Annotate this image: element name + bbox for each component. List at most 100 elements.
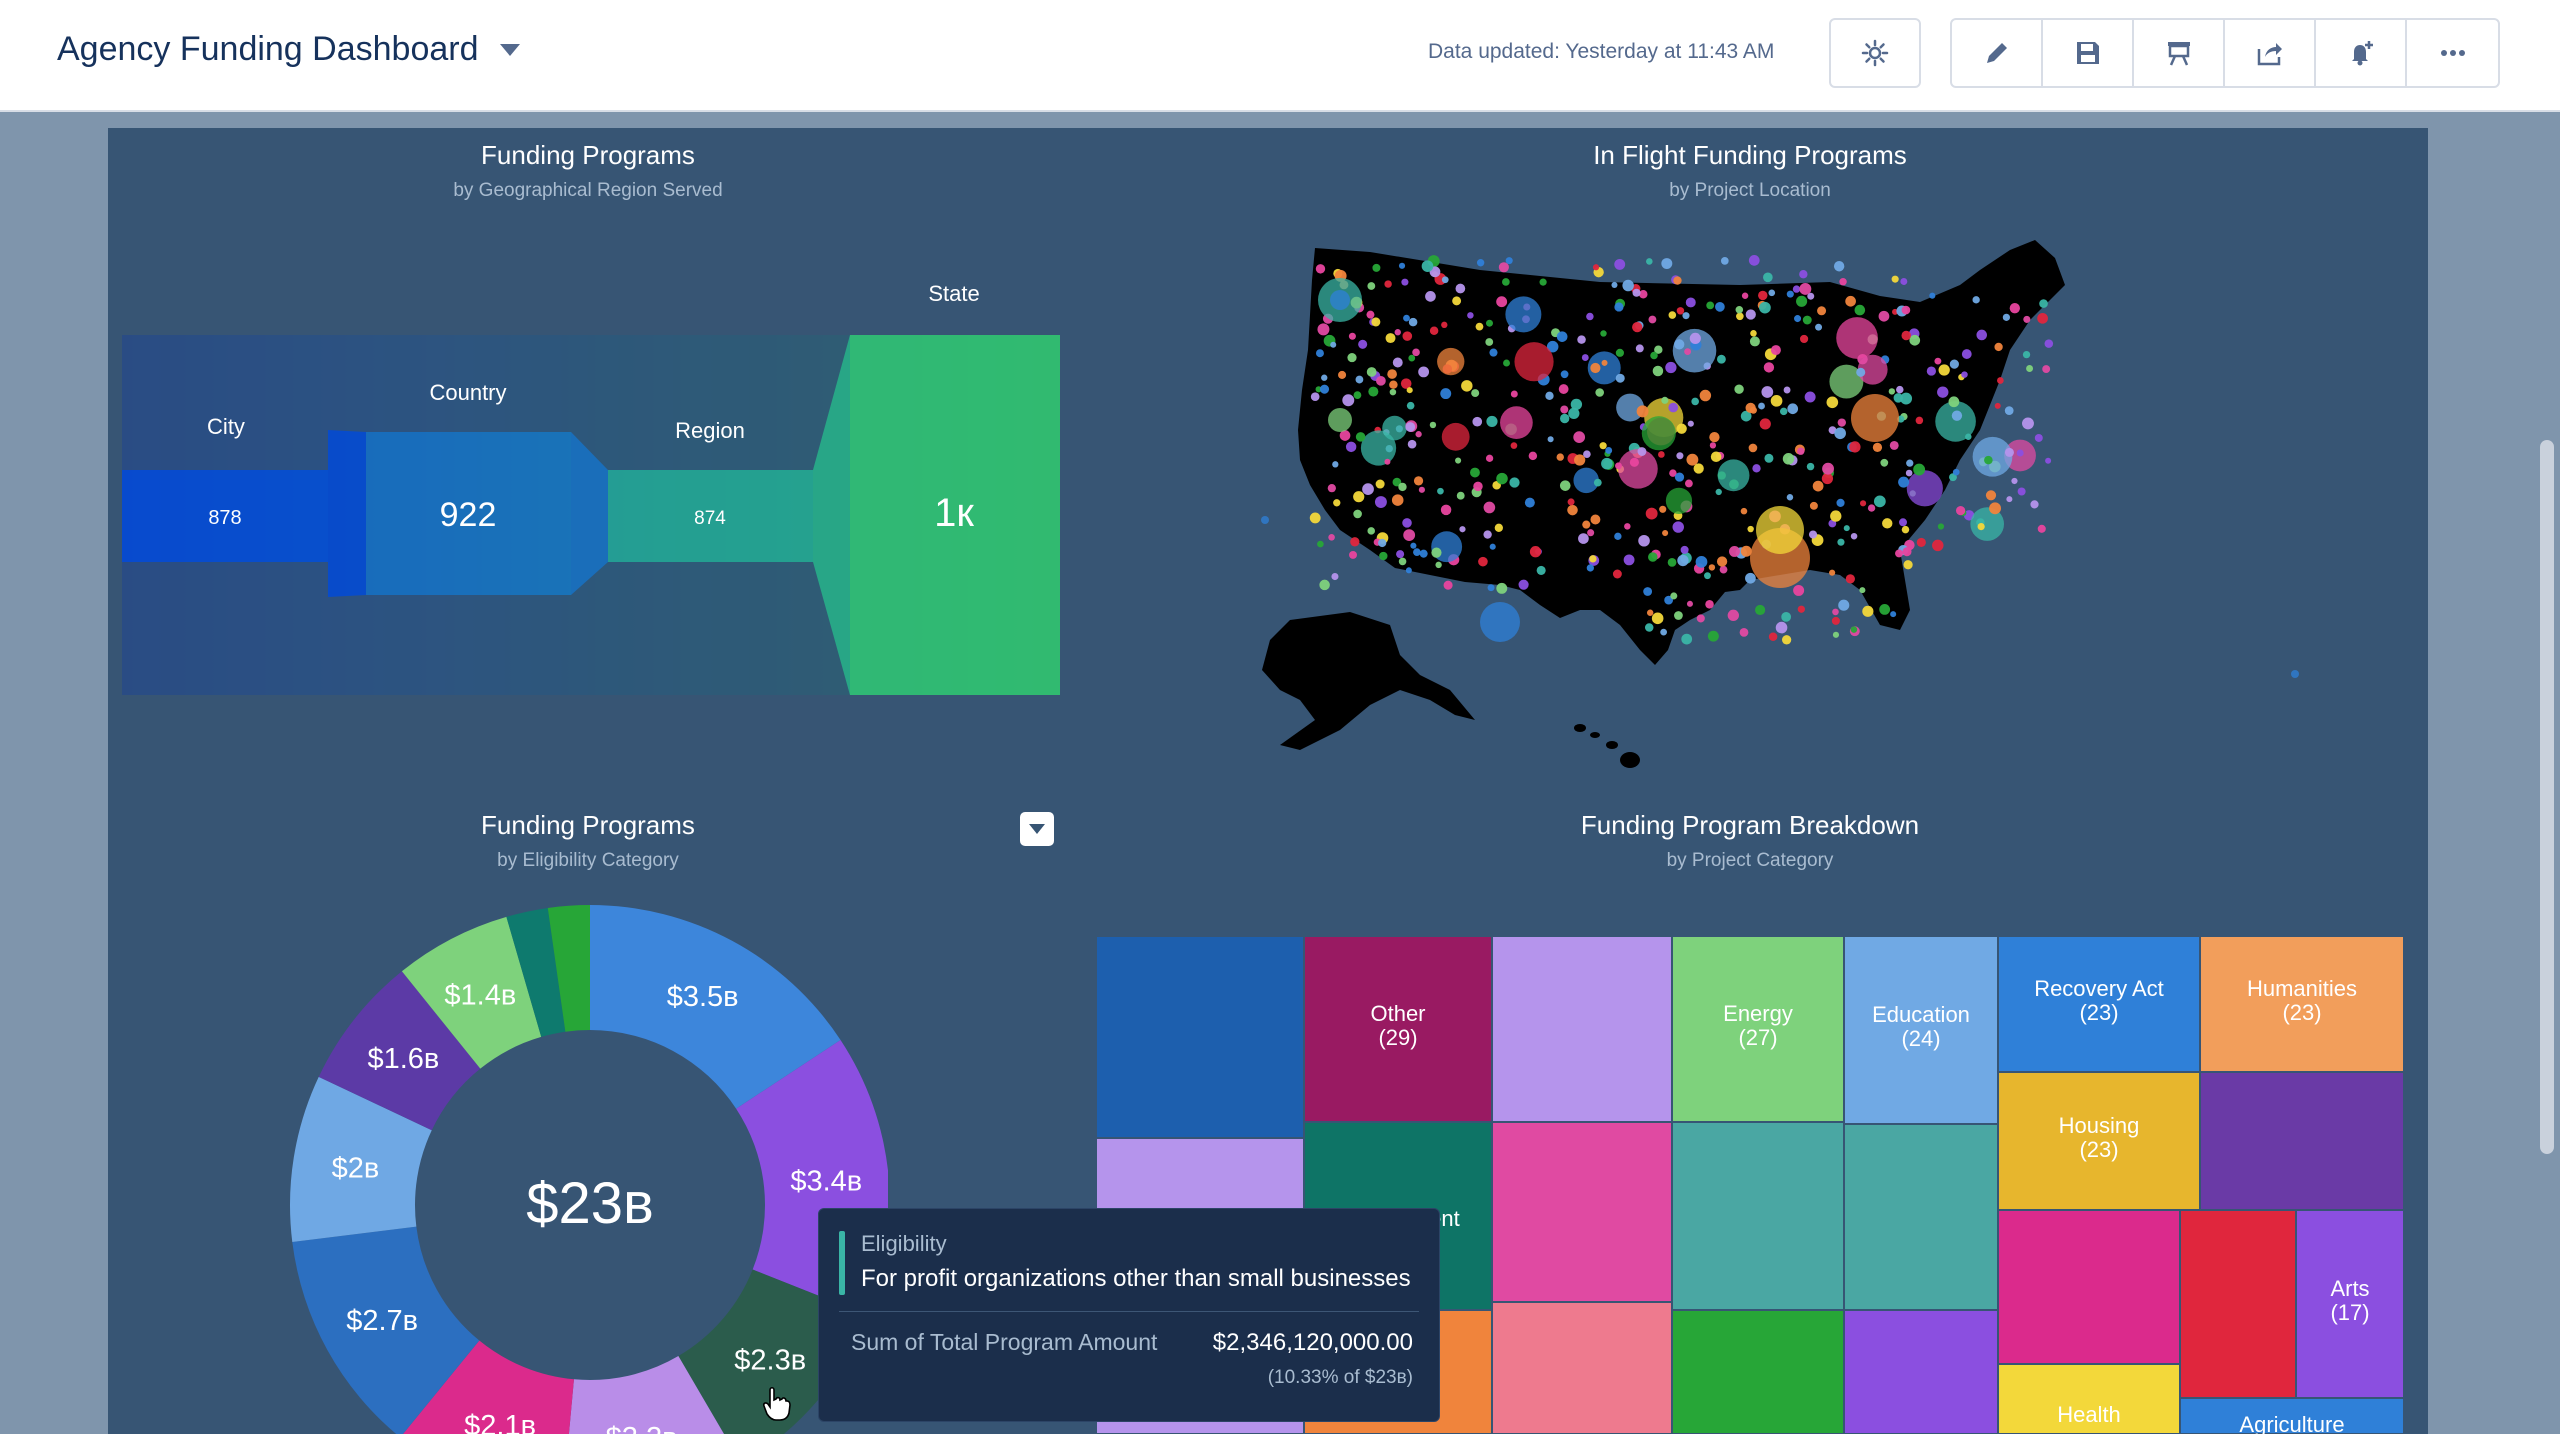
map-data-point[interactable] <box>1375 479 1385 489</box>
map-data-point[interactable] <box>1889 440 1899 450</box>
map-data-point[interactable] <box>1350 537 1360 547</box>
map-data-point[interactable] <box>1937 523 1945 530</box>
map-data-point[interactable] <box>1687 420 1694 427</box>
map-data-point[interactable] <box>1934 357 1942 365</box>
treemap-cell[interactable] <box>1999 1073 2199 1209</box>
map-data-point[interactable] <box>1476 259 1485 267</box>
map-data-point[interactable] <box>1891 275 1899 283</box>
map-data-point[interactable] <box>1831 616 1840 625</box>
map-data-point[interactable] <box>2045 457 2052 464</box>
map-data-point[interactable] <box>1400 378 1412 389</box>
treemap-cell[interactable] <box>1845 1311 1997 1433</box>
map-data-point[interactable] <box>1901 525 1910 534</box>
map-data-point[interactable] <box>1546 340 1559 353</box>
treemap-cell[interactable] <box>1493 937 1671 1121</box>
map-data-point[interactable] <box>1898 476 1910 488</box>
map-data-point[interactable] <box>1389 380 1398 389</box>
map-data-point[interactable] <box>1418 366 1430 378</box>
map-data-point[interactable] <box>1681 633 1693 645</box>
map-data-point[interactable] <box>1739 627 1749 637</box>
map-data-point[interactable] <box>1970 507 2005 541</box>
map-data-point[interactable] <box>1402 331 1413 341</box>
treemap-cell[interactable] <box>2181 1211 2295 1397</box>
map-data-point[interactable] <box>1452 296 1462 306</box>
map-data-point[interactable] <box>1559 413 1570 424</box>
map-data-point[interactable] <box>1441 276 1449 284</box>
map-data-point[interactable] <box>1440 388 1452 400</box>
map-data-point[interactable] <box>1590 362 1601 374</box>
map-data-point[interactable] <box>2004 447 2014 457</box>
map-data-point[interactable] <box>1745 309 1756 320</box>
map-data-point[interactable] <box>1660 628 1667 636</box>
treemap-cell[interactable] <box>1999 1365 2179 1433</box>
map-data-point[interactable] <box>1741 292 1749 299</box>
map-data-point[interactable] <box>2291 670 2299 678</box>
map-data-point[interactable] <box>1989 502 2002 515</box>
edit-button[interactable] <box>1952 20 2043 86</box>
map-data-point[interactable] <box>1558 384 1569 394</box>
map-data-point[interactable] <box>1648 315 1657 324</box>
map-data-point[interactable] <box>1888 388 1896 395</box>
map-data-point[interactable] <box>1706 301 1715 310</box>
map-data-point[interactable] <box>1903 560 1913 570</box>
map-data-point[interactable] <box>1429 421 1437 429</box>
map-data-point[interactable] <box>1705 600 1714 609</box>
map-data-point[interactable] <box>1929 292 1936 299</box>
funnel-chart[interactable]: City Country Region State 878 922 874 1к <box>108 270 1088 710</box>
map-data-point[interactable] <box>1695 555 1708 568</box>
map-data-point[interactable] <box>1897 415 1905 423</box>
map-data-point[interactable] <box>1792 285 1801 293</box>
map-data-point[interactable] <box>1478 556 1488 567</box>
share-button[interactable] <box>2225 20 2316 86</box>
map-data-point[interactable] <box>1355 375 1364 384</box>
map-data-point[interactable] <box>1787 403 1799 415</box>
map-data-point[interactable] <box>1809 501 1818 510</box>
map-data-point[interactable] <box>1315 264 1326 274</box>
map-data-point[interactable] <box>1717 459 1750 492</box>
map-data-point[interactable] <box>1755 604 1766 616</box>
map-data-point[interactable] <box>1812 480 1824 492</box>
map-data-point[interactable] <box>1415 431 1422 438</box>
map-data-point[interactable] <box>1854 304 1866 316</box>
map-data-point[interactable] <box>1674 611 1683 620</box>
map-data-point[interactable] <box>1643 587 1653 596</box>
map-data-point[interactable] <box>1330 341 1337 348</box>
map-data-point[interactable] <box>1665 361 1677 374</box>
map-data-point[interactable] <box>1348 332 1356 340</box>
map-data-point[interactable] <box>1752 464 1761 473</box>
map-data-point[interactable] <box>1951 410 1963 421</box>
map-data-point[interactable] <box>1740 507 1748 515</box>
map-data-point[interactable] <box>1601 359 1608 366</box>
map-data-point[interactable] <box>1720 257 1729 265</box>
map-data-point[interactable] <box>2017 487 2026 496</box>
donut-widget-menu-button[interactable] <box>1020 812 1054 846</box>
map-data-point[interactable] <box>1709 431 1720 443</box>
map-data-point[interactable] <box>1615 462 1622 470</box>
map-data-point[interactable] <box>1890 611 1897 618</box>
map-data-point[interactable] <box>1873 495 1886 508</box>
map-data-point[interactable] <box>1496 472 1508 485</box>
map-data-point[interactable] <box>1716 354 1726 364</box>
map-data-point[interactable] <box>1830 510 1842 522</box>
map-data-point[interactable] <box>1794 315 1802 323</box>
map-data-point[interactable] <box>1768 632 1778 641</box>
treemap-cell[interactable] <box>1845 937 1997 1123</box>
map-data-point[interactable] <box>1338 370 1347 379</box>
map-data-point[interactable] <box>1775 621 1788 634</box>
map-data-point[interactable] <box>1901 330 1911 341</box>
treemap-cell[interactable] <box>1673 1311 1843 1433</box>
map-data-point[interactable] <box>1441 321 1448 329</box>
map-data-point[interactable] <box>1545 391 1554 401</box>
map-data-point[interactable] <box>1984 455 1993 465</box>
map-data-point[interactable] <box>1837 418 1846 427</box>
map-data-point[interactable] <box>1689 332 1701 344</box>
map-data-point[interactable] <box>1539 278 1547 286</box>
map-data-point[interactable] <box>1851 394 1899 442</box>
map-data-point[interactable] <box>1629 457 1639 467</box>
map-data-point[interactable] <box>1398 262 1406 269</box>
map-data-point[interactable] <box>1926 366 1936 376</box>
map-data-point[interactable] <box>1500 406 1533 439</box>
map-data-point[interactable] <box>2044 339 2054 348</box>
map-data-point[interactable] <box>1834 427 1846 440</box>
map-data-point[interactable] <box>1355 432 1366 442</box>
